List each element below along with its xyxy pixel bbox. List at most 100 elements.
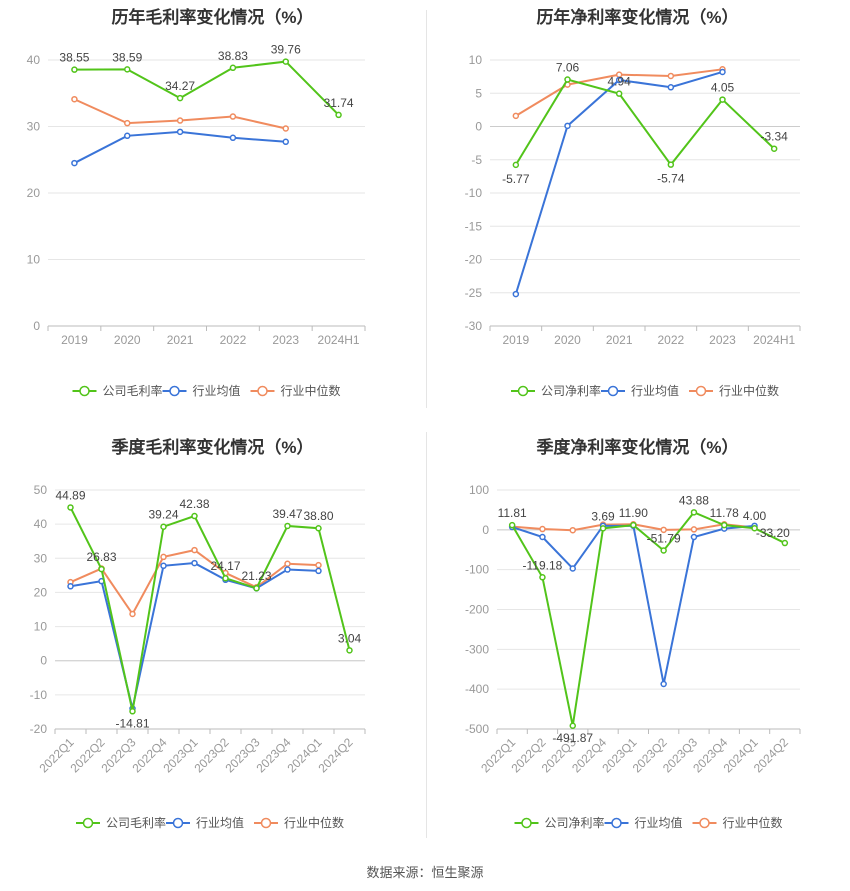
data-point xyxy=(176,128,184,136)
data-label: 4.00 xyxy=(743,509,767,523)
legend-item[interactable]: 行业中位数 xyxy=(254,815,344,830)
x-tick-label: 2024H1 xyxy=(753,333,795,347)
legend-item[interactable]: 行业均值 xyxy=(166,815,244,830)
y-tick-label: -10 xyxy=(30,688,48,702)
y-tick-label: 10 xyxy=(34,620,48,634)
data-point xyxy=(191,546,198,554)
legend-marker xyxy=(517,385,529,397)
legend-label: 行业均值 xyxy=(196,815,244,830)
legend-label: 公司净利率 xyxy=(545,815,605,830)
data-point xyxy=(690,509,698,516)
data-point xyxy=(222,574,229,582)
data-point xyxy=(229,113,237,120)
data-point xyxy=(124,66,131,73)
legend-item[interactable]: 行业中位数 xyxy=(692,815,783,830)
data-label: 31.74 xyxy=(324,96,354,110)
legend-item[interactable]: 行业均值 xyxy=(162,383,241,398)
data-point xyxy=(690,526,698,533)
legend-label: 行业均值 xyxy=(193,383,241,398)
data-point xyxy=(176,117,184,124)
data-point xyxy=(770,145,778,152)
legend-item[interactable]: 公司净利率 xyxy=(514,815,605,830)
data-source-note: 数据来源：恒生聚源 xyxy=(366,865,484,880)
legend-label: 行业中位数 xyxy=(284,815,344,830)
data-point xyxy=(690,533,698,541)
legend-item[interactable]: 公司净利率 xyxy=(511,383,601,398)
legend-item[interactable]: 行业均值 xyxy=(604,815,683,830)
y-tick-label: 40 xyxy=(34,517,48,531)
legend-marker xyxy=(82,817,94,829)
y-tick-label: -25 xyxy=(465,286,483,300)
series-line xyxy=(70,562,319,709)
data-label: -33.20 xyxy=(756,526,790,540)
y-tick-label: 0 xyxy=(482,523,489,537)
data-point xyxy=(539,533,546,541)
y-tick-label: 20 xyxy=(34,585,48,599)
data-label: 21.23 xyxy=(241,569,271,583)
legend-label: 行业中位数 xyxy=(719,383,779,398)
data-point xyxy=(719,96,726,103)
data-point xyxy=(129,610,136,618)
data-point xyxy=(129,708,136,715)
quarterly-net-margin-panel: 季度净利率变化情况（%） -500 -400 -300 -200 -100 0 100 202… xyxy=(425,430,850,860)
y-tick-label: -20 xyxy=(30,722,48,736)
data-label: 39.76 xyxy=(271,43,301,57)
data-point xyxy=(71,95,78,103)
data-point xyxy=(71,66,78,73)
legend-item[interactable]: 公司毛利率 xyxy=(76,815,166,830)
legend-item[interactable]: 公司毛利率 xyxy=(72,383,163,398)
legend-marker xyxy=(257,385,268,397)
data-point xyxy=(667,84,675,91)
data-label: 11.90 xyxy=(619,506,648,520)
legend-marker xyxy=(607,385,619,397)
data-point xyxy=(124,119,131,127)
legend-item[interactable]: 行业中位数 xyxy=(250,383,341,398)
data-point xyxy=(315,567,322,575)
data-label: 43.88 xyxy=(679,493,709,507)
data-point xyxy=(253,584,260,592)
legend-marker xyxy=(169,385,180,397)
data-point xyxy=(599,525,607,532)
x-tick-label: 2020 xyxy=(114,333,141,347)
y-tick-label: 30 xyxy=(27,120,41,134)
data-label: 39.24 xyxy=(148,508,178,522)
legend-item[interactable]: 行业中位数 xyxy=(689,383,779,398)
y-tick-label: -5 xyxy=(471,153,482,167)
x-tick-label: 2023 xyxy=(709,333,736,347)
series-line xyxy=(514,78,775,167)
data-label: 34.27 xyxy=(165,79,195,93)
y-tick-label: -30 xyxy=(465,319,483,333)
annual-net-margin-chart: -30 -25 -20 -15 -10 -5 0 5 10 2019 2020 2021 2022 202… xyxy=(465,53,801,398)
legend-item[interactable]: 行业均值 xyxy=(601,383,679,398)
data-point xyxy=(335,111,342,119)
data-point xyxy=(315,524,322,532)
data-point xyxy=(282,58,289,65)
data-label: -14.81 xyxy=(115,716,149,730)
data-point xyxy=(569,565,576,572)
y-tick-label: -10 xyxy=(465,186,483,200)
data-label: 39.47 xyxy=(272,507,302,521)
data-point xyxy=(191,559,198,567)
data-point xyxy=(315,561,322,569)
y-tick-label: 10 xyxy=(469,53,483,67)
data-point xyxy=(667,72,675,80)
legend-label: 行业中位数 xyxy=(723,815,783,830)
data-point xyxy=(667,161,675,168)
legend-label: 行业均值 xyxy=(635,815,683,830)
data-point xyxy=(512,161,520,169)
data-point xyxy=(124,132,131,140)
series-line xyxy=(514,71,723,295)
data-point xyxy=(539,525,546,533)
chart-title: 季度毛利率变化情况（%） xyxy=(111,438,314,457)
x-tick-label: 2022 xyxy=(657,333,684,347)
y-tick-label: 40 xyxy=(27,53,41,67)
data-point xyxy=(67,504,74,511)
data-label: 4.94 xyxy=(607,75,631,89)
data-point xyxy=(160,523,167,530)
y-tick-label: -15 xyxy=(465,219,483,233)
data-label: -3.34 xyxy=(760,130,788,144)
panel-divider xyxy=(426,432,427,838)
data-label: 38.83 xyxy=(218,49,248,63)
quarterly-net-margin-chart: -500-400-300-200-10001002022Q12022Q22022… xyxy=(465,483,801,830)
series-line xyxy=(69,506,351,712)
